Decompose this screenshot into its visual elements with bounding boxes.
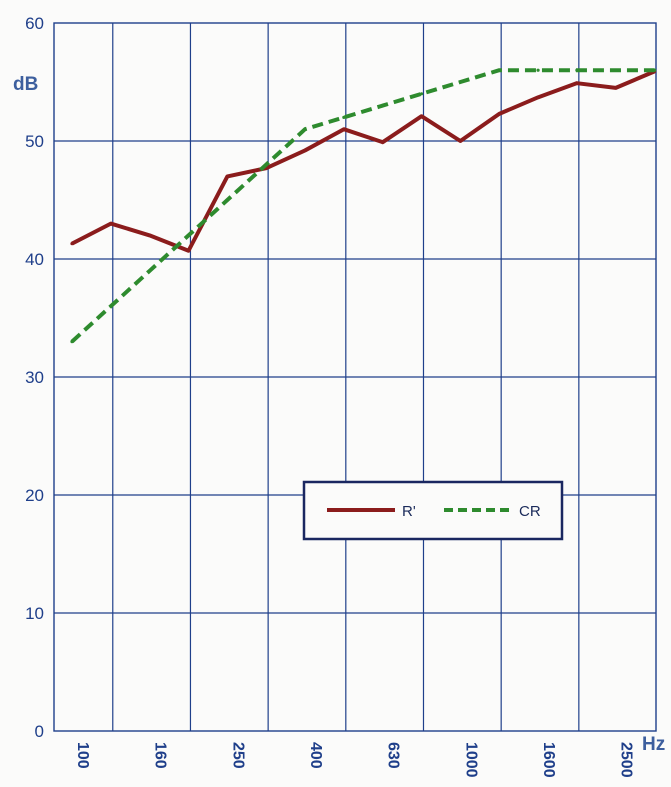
data-point: [381, 140, 385, 144]
series-line-r-prime: [71, 69, 656, 253]
y-tick-label: 30: [25, 368, 44, 387]
legend-label-cr: CR: [519, 503, 541, 520]
data-point: [575, 81, 579, 85]
data-point: [614, 86, 618, 90]
data-point: [614, 68, 618, 72]
y-tick-label: 40: [25, 250, 44, 269]
data-point: [186, 233, 191, 237]
data-point: [458, 139, 462, 143]
data-point: [70, 340, 74, 344]
legend-box: [302, 480, 564, 541]
data-point: [381, 104, 385, 108]
y-tick-label: 60: [25, 14, 44, 33]
data-point: [497, 68, 501, 72]
x-tick-label: 1600: [540, 742, 557, 778]
data-point: [342, 127, 346, 131]
data-point: [419, 92, 424, 96]
data-point: [225, 174, 229, 178]
data-point: [109, 304, 113, 308]
data-point: [264, 163, 268, 167]
data-point: [109, 222, 113, 226]
x-axis-ticks: 100 160 250 400 630 1000 1600 2500: [74, 742, 635, 778]
x-tick-label: 100: [74, 742, 91, 769]
y-tick-label: 20: [25, 486, 44, 505]
data-point: [536, 95, 540, 99]
data-point: [303, 148, 307, 153]
data-point: [652, 68, 657, 72]
data-point: [70, 242, 74, 246]
x-axis-unit-label: Hz: [642, 734, 665, 755]
chart-series: [70, 68, 657, 344]
data-point: [225, 198, 229, 202]
data-point: [186, 249, 191, 253]
series-line-cr: [70, 68, 655, 344]
x-tick-label: 630: [385, 742, 402, 769]
x-tick-label: 1000: [462, 742, 479, 778]
data-point: [148, 233, 152, 237]
x-tick-label: 2500: [618, 742, 635, 778]
y-tick-label: 50: [25, 132, 44, 151]
x-tick-label: 160: [152, 742, 169, 769]
data-point: [419, 114, 424, 118]
data-point: [458, 80, 462, 84]
y-axis-ticks: 0 10 20 30 40 50 60: [25, 14, 44, 741]
y-tick-label: 0: [35, 722, 44, 741]
x-tick-label: 250: [229, 742, 246, 769]
data-point: [575, 68, 579, 72]
y-tick-label: 10: [25, 604, 44, 623]
chart-grid: [53, 22, 657, 732]
data-point: [497, 112, 501, 116]
y-axis-unit-label: dB: [13, 74, 38, 95]
data-point: [342, 115, 346, 119]
data-point: [148, 269, 152, 273]
data-point: [536, 68, 540, 72]
x-tick-label: 400: [307, 742, 324, 769]
legend: R' CR: [302, 480, 564, 541]
data-point: [303, 127, 307, 131]
legend-label-r-prime: R': [402, 503, 416, 520]
